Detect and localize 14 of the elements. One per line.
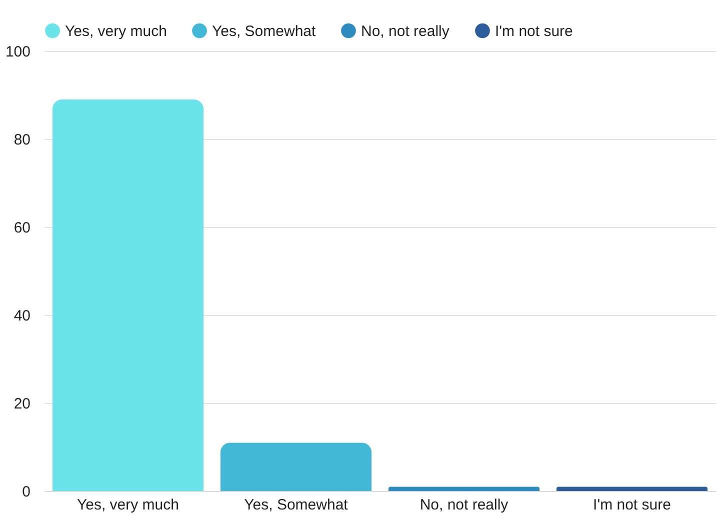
y-tick-label: 100 bbox=[5, 44, 30, 60]
y-tick-label: 80 bbox=[14, 132, 30, 148]
x-tick-label: Yes, Somewhat bbox=[244, 496, 349, 514]
y-tick-label: 0 bbox=[22, 484, 30, 500]
x-tick-label: I'm not sure bbox=[593, 496, 671, 514]
x-tick-label: No, not really bbox=[420, 496, 509, 514]
legend-label: Yes, Somewhat bbox=[212, 22, 317, 40]
x-tick-label: Yes, very much bbox=[77, 496, 179, 514]
y-tick-label: 40 bbox=[14, 308, 30, 324]
legend-label: Yes, very much bbox=[65, 22, 167, 40]
legend-label: I'm not sure bbox=[495, 22, 573, 40]
legend-label: No, not really bbox=[361, 22, 450, 40]
y-tick-label: 20 bbox=[14, 396, 30, 412]
y-tick-label: 60 bbox=[14, 220, 30, 236]
